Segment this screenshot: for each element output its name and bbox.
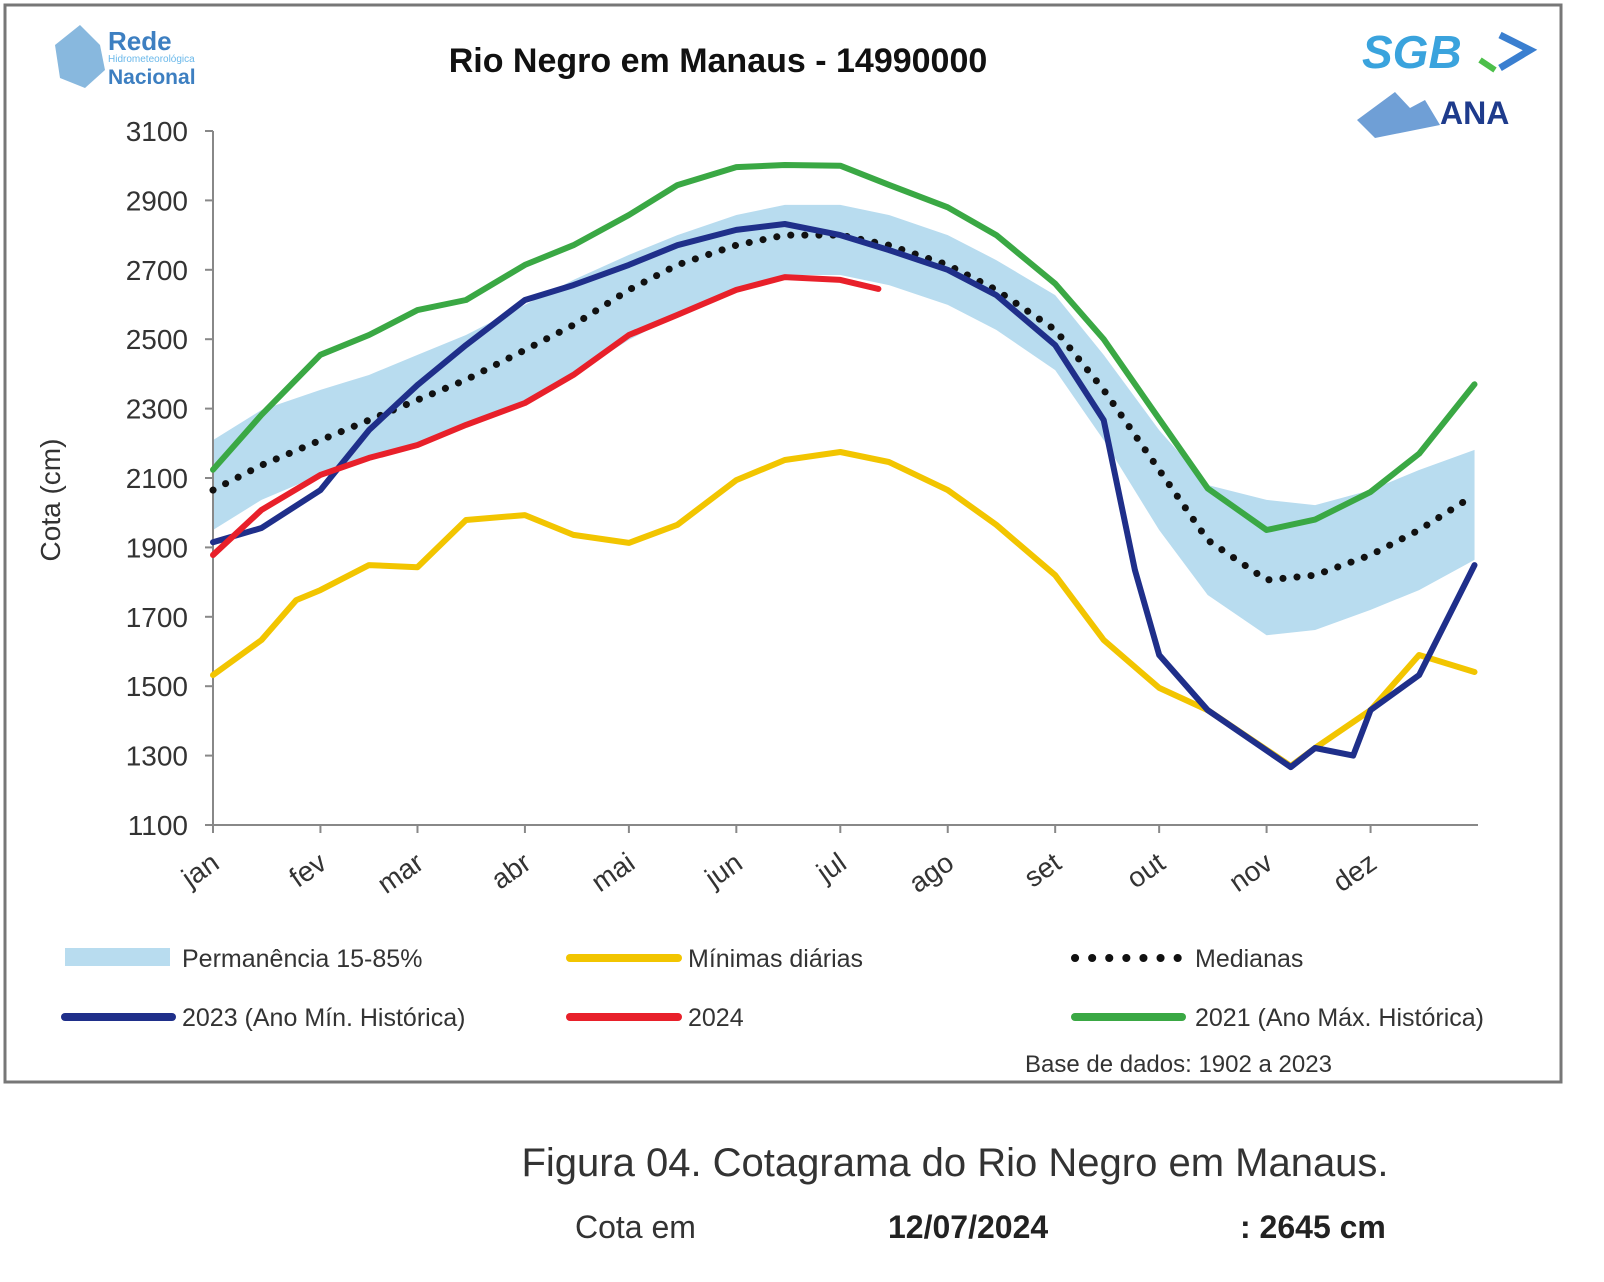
y-tick-label: 2100 [126,463,188,494]
y-tick-label: 2300 [126,394,188,425]
rede-hidrometeorologica-logo: Rede Hidrometeorológica Nacional [55,25,196,89]
y-tick-label: 3100 [126,116,188,147]
band-permanencia [213,204,1475,636]
reading-label: Cota em [575,1209,696,1245]
legend-label-2023: 2023 (Ano Mín. Histórica) [182,1004,465,1032]
sgb-logo: SGB [1362,26,1538,78]
legend-label-2021: 2021 (Ano Máx. Histórica) [1195,1004,1484,1032]
series-line-medianas [209,231,1478,584]
y-tick-label: 1700 [126,602,188,633]
legend: Permanência 15-85% Mínimas diárias Media… [61,945,1484,1032]
series-line-2023 [210,221,1478,771]
svg-text:ANA: ANA [1440,95,1509,131]
svg-text:Rede: Rede [108,26,172,56]
y-tick-label: 1900 [126,532,188,563]
legend-label-2024: 2024 [688,1004,744,1032]
figure-caption: Figura 04. Cotagrama do Rio Negro em Man… [521,1141,1388,1185]
svg-text:SGB: SGB [1362,26,1462,78]
svg-text:Hidrometeorológica: Hidrometeorológica [108,54,195,65]
data-source-note: Base de dados: 1902 a 2023 [1025,1051,1332,1078]
legend-label-band: Permanência 15-85% [182,945,422,973]
series-line-2024 [210,274,882,558]
y-tick-label: 2700 [126,255,188,286]
legend-label-minimas: Mínimas diárias [688,945,863,973]
svg-text:Nacional: Nacional [108,66,196,89]
y-tick-label: 2900 [126,185,188,216]
reading-value: : 2645 cm [1240,1209,1386,1245]
y-tick-label: 2500 [126,324,188,355]
y-tick-label: 1500 [126,671,188,702]
ana-logo: ANA [1357,92,1509,138]
reading-date: 12/07/2024 [888,1209,1048,1245]
legend-label-medianas: Medianas [1195,945,1303,973]
y-tick-label: 1300 [126,741,188,772]
legend-swatch-band [65,948,170,966]
y-tick-label: 1100 [128,810,188,841]
series-line-2021 [210,162,1478,533]
chart-title: Rio Negro em Manaus - 14990000 [449,42,988,80]
y-axis-label: Cota (cm) [35,439,66,562]
